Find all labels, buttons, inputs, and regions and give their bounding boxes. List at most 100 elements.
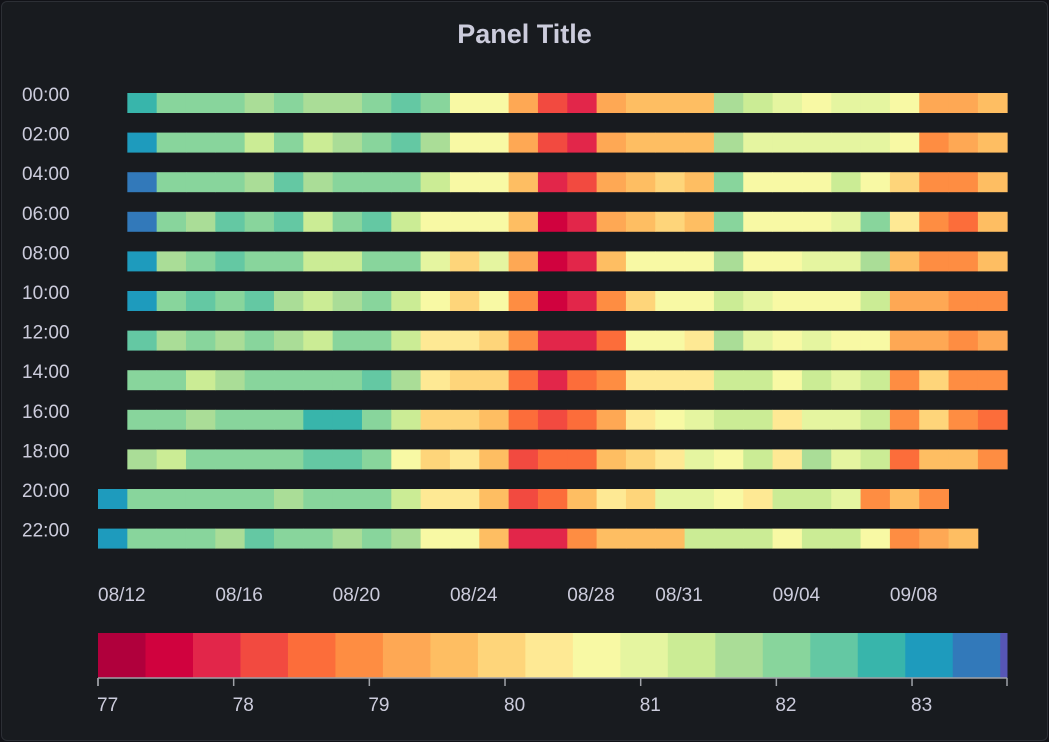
heatmap-cell[interactable] [919,132,949,153]
heatmap-cell[interactable] [244,449,275,470]
heatmap-cell[interactable] [420,370,451,391]
heatmap-cell[interactable] [743,489,773,509]
heatmap-cell[interactable] [332,370,363,391]
heatmap-cell[interactable] [567,330,598,351]
heatmap-cell[interactable] [831,370,861,391]
heatmap-cell[interactable] [303,172,334,193]
heatmap-cell[interactable] [977,370,1008,391]
heatmap-cell[interactable] [185,291,216,311]
heatmap-cell[interactable] [420,449,451,470]
heatmap-cell[interactable] [449,132,480,153]
heatmap-cell[interactable] [508,211,539,232]
heatmap-cell[interactable] [772,330,803,351]
heatmap-cell[interactable] [772,370,803,391]
heatmap-cell[interactable] [127,370,158,391]
heatmap-cell[interactable] [596,132,627,153]
heatmap-cell[interactable] [303,330,334,351]
heatmap-cell[interactable] [625,370,656,391]
heatmap-cell[interactable] [156,489,187,509]
heatmap-cell[interactable] [713,409,744,430]
heatmap-cell[interactable] [948,211,979,232]
heatmap-cell[interactable] [596,528,627,549]
heatmap-cell[interactable] [743,251,773,272]
heatmap-cell[interactable] [185,449,216,470]
heatmap-cell[interactable] [391,172,422,193]
heatmap-cell[interactable] [361,370,392,391]
heatmap-cell[interactable] [449,93,480,113]
heatmap-cell[interactable] [303,291,334,311]
heatmap-cell[interactable] [684,330,715,351]
heatmap-cell[interactable] [831,330,861,351]
heatmap-cell[interactable] [889,93,920,113]
heatmap-cell[interactable] [273,489,304,509]
heatmap-cell[interactable] [801,172,832,193]
heatmap-cell[interactable] [743,528,773,549]
heatmap-cell[interactable] [860,132,891,153]
heatmap-cell[interactable] [655,291,685,311]
heatmap-cell[interactable] [449,211,480,232]
heatmap-cell[interactable] [919,449,949,470]
heatmap-cell[interactable] [801,409,832,430]
heatmap-cell[interactable] [801,449,832,470]
heatmap-cell[interactable] [625,330,656,351]
heatmap-cell[interactable] [567,251,598,272]
heatmap-cell[interactable] [567,370,598,391]
heatmap-cell[interactable] [772,291,803,311]
heatmap-cell[interactable] [479,330,510,351]
heatmap-cell[interactable] [889,449,920,470]
heatmap-cell[interactable] [244,409,275,430]
heatmap-cell[interactable] [244,370,275,391]
heatmap-cell[interactable] [508,449,539,470]
heatmap-cell[interactable] [127,172,158,193]
heatmap-cell[interactable] [449,330,480,351]
heatmap-cell[interactable] [567,211,598,232]
heatmap-cell[interactable] [684,132,715,153]
heatmap-cell[interactable] [889,370,920,391]
heatmap-cell[interactable] [185,172,216,193]
heatmap-cell[interactable] [977,93,1008,113]
heatmap-cell[interactable] [391,330,422,351]
heatmap-cell[interactable] [596,211,627,232]
heatmap-cell[interactable] [391,291,422,311]
heatmap-cell[interactable] [508,251,539,272]
heatmap-cell[interactable] [508,528,539,549]
heatmap-cell[interactable] [713,291,744,311]
heatmap-cell[interactable] [361,132,392,153]
heatmap-cell[interactable] [156,370,187,391]
heatmap-cell[interactable] [684,93,715,113]
heatmap-cell[interactable] [361,172,392,193]
heatmap-cell[interactable] [684,370,715,391]
heatmap-cell[interactable] [215,489,246,509]
heatmap-cell[interactable] [625,132,656,153]
heatmap-cell[interactable] [977,251,1008,272]
heatmap-cell[interactable] [391,528,422,549]
heatmap-cell[interactable] [244,93,275,113]
heatmap-cell[interactable] [596,291,627,311]
heatmap-cell[interactable] [948,330,979,351]
heatmap-cell[interactable] [713,172,744,193]
heatmap-cell[interactable] [332,489,363,509]
heatmap-cell[interactable] [860,172,891,193]
heatmap-cell[interactable] [273,93,304,113]
heatmap-cell[interactable] [567,489,598,509]
heatmap-cell[interactable] [303,251,334,272]
heatmap-cell[interactable] [919,291,949,311]
heatmap-cell[interactable] [479,251,510,272]
heatmap-cell[interactable] [772,489,803,509]
heatmap-cell[interactable] [479,93,510,113]
heatmap-cell[interactable] [831,251,861,272]
heatmap-cell[interactable] [889,211,920,232]
heatmap-cell[interactable] [655,93,685,113]
heatmap-cell[interactable] [625,449,656,470]
heatmap-cell[interactable] [801,93,832,113]
heatmap-cell[interactable] [831,132,861,153]
heatmap-cell[interactable] [98,489,128,509]
heatmap-cell[interactable] [185,211,216,232]
heatmap-cell[interactable] [127,528,158,549]
heatmap-cell[interactable] [449,409,480,430]
heatmap-cell[interactable] [449,528,480,549]
heatmap-cell[interactable] [743,330,773,351]
heatmap-cell[interactable] [303,370,334,391]
heatmap-cell[interactable] [156,251,187,272]
heatmap-cell[interactable] [772,251,803,272]
